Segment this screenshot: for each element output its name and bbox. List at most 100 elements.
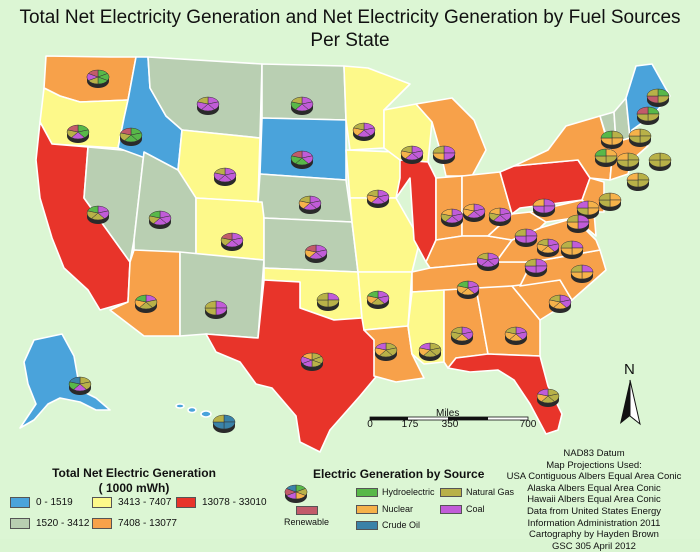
legend-class-label: 3413 - 7407 (118, 497, 172, 508)
legend-pie-symbol (284, 484, 308, 503)
state-pie-symbol (598, 192, 622, 211)
state-pie-symbol (476, 252, 500, 271)
state-pie-symbol (560, 240, 584, 259)
state-pie-symbol (628, 128, 652, 147)
state-pie-symbol (536, 388, 560, 407)
scale-tick-0: 0 (367, 419, 373, 430)
legend-class-label: 7408 - 13077 (118, 518, 177, 529)
legend-source-label: Natural Gas (466, 487, 515, 497)
state-pie-symbol (366, 189, 390, 208)
credit-line: NAD83 Datum (563, 448, 625, 459)
legend-class-1: 1520 - 3412 (10, 517, 89, 531)
legend-swatch (295, 506, 318, 516)
state-kansas[interactable] (263, 217, 359, 273)
state-pie-symbol (374, 342, 398, 361)
state-texas[interactable] (205, 279, 381, 453)
state-pie-symbol (566, 214, 590, 233)
state-pie-symbol (290, 150, 314, 169)
map-page: Total Net Electricity Generation and Net… (10, 7, 682, 552)
legend-swatch (92, 496, 112, 508)
credit-line: Data from United States Energy (526, 505, 662, 517)
legend-swatch (356, 521, 378, 531)
scale-tick-350: 350 (441, 419, 459, 430)
state-pie-symbol (400, 145, 424, 164)
state-alaska[interactable] (19, 333, 111, 429)
legend-swatch (440, 505, 462, 515)
map-title-line2: Per State (310, 30, 390, 51)
credit-line: GSC 305 April 2012 (552, 540, 636, 552)
scale-tick-175: 175 (401, 419, 419, 430)
legend-source-title: Electric Generation by Source (313, 467, 485, 481)
state-pie-symbol (66, 124, 90, 143)
legend-source-hydroelectric: Hydroelectric (356, 486, 435, 498)
state-missouri[interactable] (349, 197, 421, 273)
state-pie-symbol (462, 203, 486, 222)
credit-line: Map Projections Used: (546, 459, 642, 471)
state-pie-symbol (352, 122, 376, 141)
legend-source-renewable: Renewable (284, 504, 329, 528)
legend-source-label: Crude Oil (382, 520, 421, 530)
credit-line: Alaska Albers Equal Area Conic (527, 482, 661, 494)
legend-source-nuclear: Nuclear (356, 503, 413, 515)
state-pie-symbol (366, 290, 390, 309)
state-pie-symbol (304, 244, 328, 263)
state-pie-symbol (636, 106, 660, 125)
state-pie-symbol (532, 198, 556, 217)
credit-line: Information Administration 2011 (527, 517, 661, 529)
legend-total-title-line1: Total Net Electric Generation (52, 466, 216, 480)
state-pie-symbol (524, 258, 548, 277)
state-pie-symbol (86, 205, 110, 224)
state-pie-symbol (504, 326, 528, 345)
legend-swatch (10, 517, 30, 529)
state-pie-symbol (616, 152, 640, 171)
legend-source-natural-gas: Natural Gas (440, 486, 514, 498)
legend-class-4: 13078 - 33010 (176, 496, 267, 510)
legend-class-0: 0 - 1519 (10, 496, 73, 510)
legend-swatch (356, 488, 378, 498)
legend-swatch (10, 496, 30, 508)
legend-swatch (440, 488, 462, 498)
state-pie-symbol (316, 292, 340, 311)
state-pie-symbol (648, 152, 672, 171)
state-florida[interactable] (447, 353, 563, 435)
credit-line: USA Contiguous Albers Equal Area Conic (506, 471, 682, 483)
state-illinois[interactable] (395, 159, 437, 263)
north-arrow-icon (620, 379, 641, 426)
legend-class-label: 1520 - 3412 (36, 518, 90, 529)
state-pie-symbol (196, 96, 220, 115)
legend-class-3: 7408 - 13077 (92, 517, 177, 531)
state-pie-symbol (213, 167, 237, 186)
legend-pie-icon (284, 484, 308, 503)
state-pie-symbol (68, 376, 92, 395)
legend-swatch (356, 505, 378, 515)
state-pie-symbol (86, 69, 110, 88)
map-title-line1: Total Net Electricity Generation and Net… (19, 7, 681, 28)
map-credits: NAD83 Datum Map Projections Used: USA Co… (490, 448, 698, 552)
legend-source-label: Coal (466, 504, 485, 514)
legend-class-label: 0 - 1519 (36, 497, 73, 508)
state-pie-symbol (536, 238, 560, 257)
state-pie-symbol (594, 148, 618, 167)
state-new-mexico[interactable] (179, 251, 265, 339)
state-pie-symbol (134, 294, 158, 313)
credit-line: Hawaii Albers Equal Area Conic (527, 494, 661, 506)
legend-source-coal: Coal (440, 503, 485, 515)
state-pie-symbol (298, 195, 322, 214)
state-pie-symbol (548, 294, 572, 313)
scale-tick-700: 700 (519, 419, 537, 430)
scale-unit-label: Miles (436, 408, 460, 419)
credit-line: Cartography by Hayden Brown (529, 529, 659, 541)
legend-swatch (176, 496, 196, 508)
legend-source-label: Hydroelectric (382, 487, 435, 497)
state-pie-symbol (212, 414, 236, 433)
state-pie-symbol (646, 88, 670, 107)
state-indiana[interactable] (435, 175, 463, 241)
state-pie-symbol (600, 130, 624, 149)
state-pie-symbol (570, 264, 594, 283)
state-pie-symbol (488, 207, 512, 226)
state-pie-symbol (626, 172, 650, 191)
legend-total-title: Total Net Electric Generation ( 1000 mWh… (34, 466, 234, 496)
state-south-dakota[interactable] (259, 117, 347, 181)
state-pie-symbol (119, 127, 143, 146)
north-label: N (624, 361, 635, 378)
